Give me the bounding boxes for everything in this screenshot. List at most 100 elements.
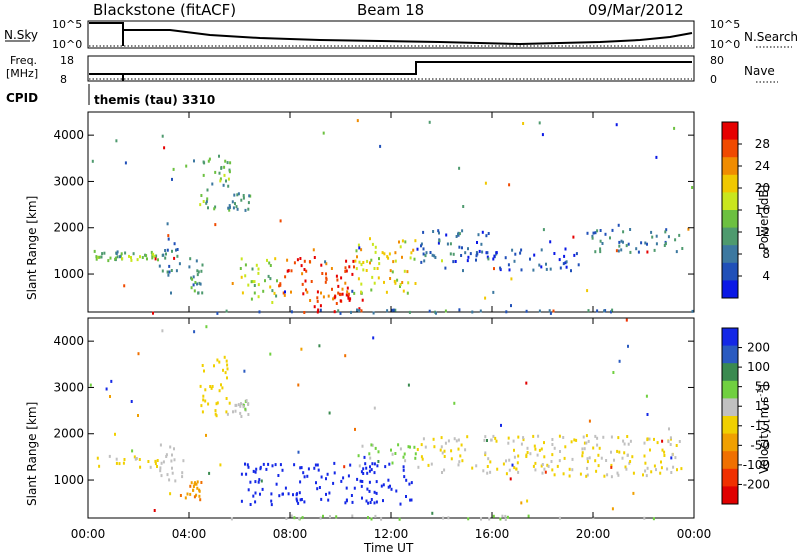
power-scatter-cell [476,252,479,256]
velocity-scatter-cell [649,448,651,452]
velocity-scatter-cell [442,516,445,520]
power-scatter-cell [437,241,440,245]
velocity-scatter-cell [433,445,436,449]
velocity-scatter-cell [563,456,566,460]
power-scatter-cell [341,287,344,291]
velocity-noise-cell [260,479,263,483]
velocity-noise-cell [509,477,512,481]
velocity-scatter-cell [583,447,586,451]
power-scatter-cell [665,228,668,232]
power-scatter-cell [691,309,694,313]
velocity-scatter-cell [342,476,345,480]
power-scatter-cell [303,268,306,271]
velocity-scatter-cell [458,460,461,464]
velocity-scatter-cell [361,496,363,500]
power-scatter-cell [392,260,395,264]
power-scatter-cell [389,277,392,280]
power-noise-cell [193,159,195,163]
power-scatter-cell [667,235,670,239]
velocity-scatter-cell [534,447,537,451]
power-scatter-cell [404,240,407,244]
nsearch-tick-low: 10^0 [710,38,740,51]
velocity-scatter-cell [361,444,364,448]
x-tick-label: 04:00 [172,527,207,541]
velocity-scatter-cell [300,466,303,470]
velocity-scatter-cell [596,436,599,440]
power-scatter-cell [234,202,236,206]
velocity-scatter-cell [484,451,487,455]
velocity-scatter-cell [335,515,338,519]
velocity-scatter-cell [410,481,413,485]
power-scatter-cell [335,302,338,305]
power-scatter-cell [130,256,132,259]
velocity-scatter-cell [327,498,330,502]
power-scatter-cell [460,254,463,257]
velocity-scatter-cell [648,437,651,441]
velocity-scatter-cell [215,414,218,418]
power-noise-cell [123,284,126,288]
velocity-scatter-cell [332,481,335,485]
velocity-scatter-cell [258,478,261,482]
velocity-scatter-cell [526,451,529,454]
velocity-scatter-cell [375,480,378,484]
velocity-scatter-cell [226,363,229,367]
power-scatter-cell [655,242,658,246]
power-scatter-cell [331,287,333,291]
velocity-scatter-cell [254,470,257,474]
velocity-scatter-cell [382,499,384,503]
power-noise-cell [167,234,170,238]
power-scatter-cell [316,290,319,294]
velocity-scatter-cell [247,413,250,416]
power-scatter-cell [420,242,423,246]
cpid-label: CPID [6,91,38,105]
velocity-scatter-cell [444,441,447,445]
power-scatter-cell [424,254,427,258]
power-scatter-cell [455,235,458,238]
velocity-scatter-cell [271,464,274,468]
power-scatter-cell [620,248,623,252]
power-scatter-cell [344,269,347,273]
velocity-scatter-cell [505,459,507,463]
velocity-noise-cell [344,354,347,358]
velocity-scatter-cell [432,437,435,441]
power-scatter-cell [410,251,413,255]
power-noise-cell [617,249,620,253]
nsky-trace [89,22,693,46]
velocity-scatter-cell [290,514,293,518]
power-noise-cell [687,227,690,231]
velocity-scatter-cell [259,465,262,469]
power-scatter-cell [599,250,602,254]
velocity-noise-cell [520,501,523,505]
power-scatter-cell [330,267,333,270]
velocity-scatter-cell [546,463,549,467]
velocity-scatter-cell [159,469,162,473]
velocity-scatter-cell [377,450,380,454]
velocity-scatter-cell [522,438,525,442]
velocity-scatter-cell [659,471,662,475]
velocity-scatter-cell [375,500,378,504]
velocity-noise-cell [205,325,208,329]
velocity-colorbar-swatch [722,416,738,435]
velocity-scatter-cell [534,468,537,472]
velocity-colorbar-swatch [722,328,738,347]
velocity-scatter-cell [405,495,407,498]
velocity-scatter-cell [365,466,368,470]
nsky-label: N.Sky [4,28,38,42]
velocity-scatter-cell [585,474,588,478]
velocity-scatter-cell [239,411,242,415]
velocity-colorbar-swatch [722,398,738,417]
velocity-scatter-cell [505,472,508,476]
velocity-scatter-cell [173,458,176,462]
power-scatter-cell [103,251,106,255]
velocity-scatter-cell [322,514,324,518]
power-scatter-cell [591,236,594,240]
velocity-scatter-cell [234,409,237,413]
power-scatter-cell [587,309,590,313]
power-scatter-cell [290,269,293,273]
velocity-y-tick-label: 4000 [53,334,84,348]
velocity-scatter-cell [596,443,599,447]
velocity-scatter-cell [184,496,187,500]
velocity-scatter-cell [387,485,390,489]
power-scatter-cell [274,257,277,261]
power-scatter-cell [573,253,576,257]
